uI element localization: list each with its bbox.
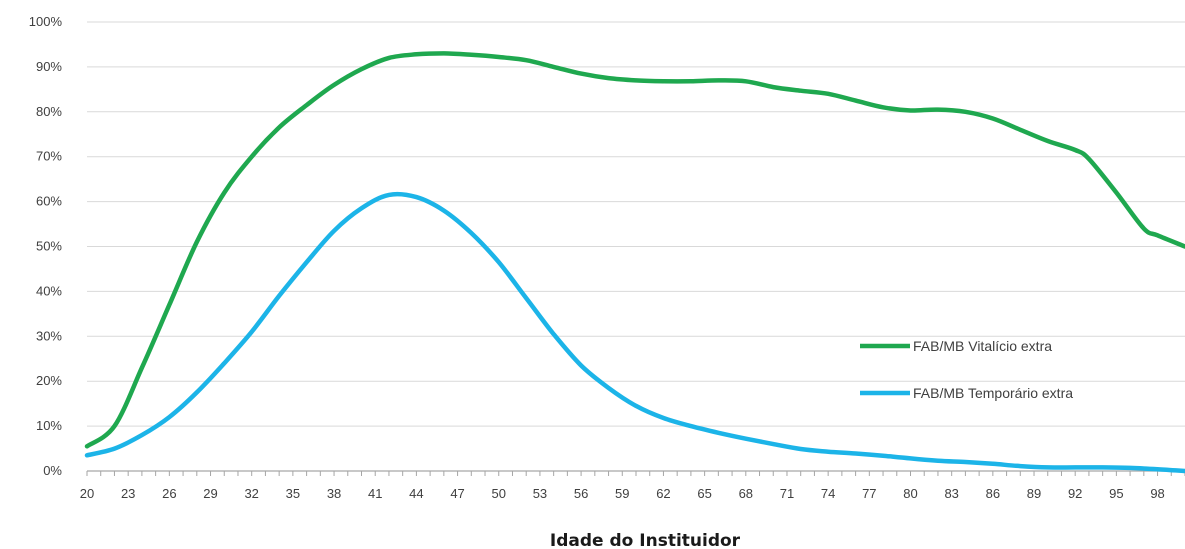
x-tick-label: 62 [656,486,670,501]
y-tick-label: 50% [36,239,62,254]
y-tick-label: 0% [43,463,62,478]
x-tick-label: 71 [780,486,794,501]
y-axis-ticks: 0% 10% 20% 30% 40% 50% 60% 70% 80% 90% 100% [29,14,63,478]
x-tick-label: 92 [1068,486,1082,501]
series-line-2 [84,191,1185,474]
y-tick-label: 30% [36,328,62,343]
x-tick-label: 95 [1109,486,1123,501]
series-lines [84,51,1185,474]
x-tick-label: 47 [450,486,464,501]
x-tick-label: 89 [1027,486,1041,501]
x-tick-label: 23 [121,486,135,501]
y-tick-label: 80% [36,104,62,119]
x-tick-label: 44 [409,486,423,501]
x-tick-label: 65 [697,486,711,501]
y-tick-label: 60% [36,194,62,209]
y-tick-label: 20% [36,373,62,388]
series-line-1 [84,51,1185,449]
y-tick-label: 90% [36,59,62,74]
gridlines [87,21,1185,427]
x-tick-label: 86 [986,486,1000,501]
x-tick-label: 29 [203,486,217,501]
x-tick-label: 83 [944,486,958,501]
x-tick-label: 53 [533,486,547,501]
y-tick-label: 40% [36,283,62,298]
y-tick-label: 10% [36,418,62,433]
x-tick-label: 80 [903,486,917,501]
legend-label: FAB/MB Temporário extra [913,385,1073,401]
x-tick-label: 59 [615,486,629,501]
x-tick-label: 74 [821,486,835,501]
x-tick-label: 56 [574,486,588,501]
x-tick-label: 68 [739,486,753,501]
y-tick-label: 70% [36,149,62,164]
x-axis-title: Idade do Instituidor [550,531,741,549]
x-tick-label: 38 [327,486,341,501]
x-axis: 20 23 26 29 32 35 38 41 44 47 50 53 56 59 62 65 68 71 74 77… [80,470,1185,501]
y-tick-label: 100% [29,14,63,29]
x-tick-label: 77 [862,486,876,501]
legend: FAB/MB Vitalício extra FAB/MB Temporário … [860,338,1073,401]
x-tick-label: 35 [286,486,300,501]
legend-label: FAB/MB Vitalício extra [913,338,1052,354]
x-tick-label: 20 [80,486,94,501]
x-tick-label: 32 [244,486,258,501]
x-tick-label: 50 [492,486,506,501]
x-tick-label: 41 [368,486,382,501]
x-tick-label: 26 [162,486,176,501]
x-tick-label: 98 [1150,486,1164,501]
